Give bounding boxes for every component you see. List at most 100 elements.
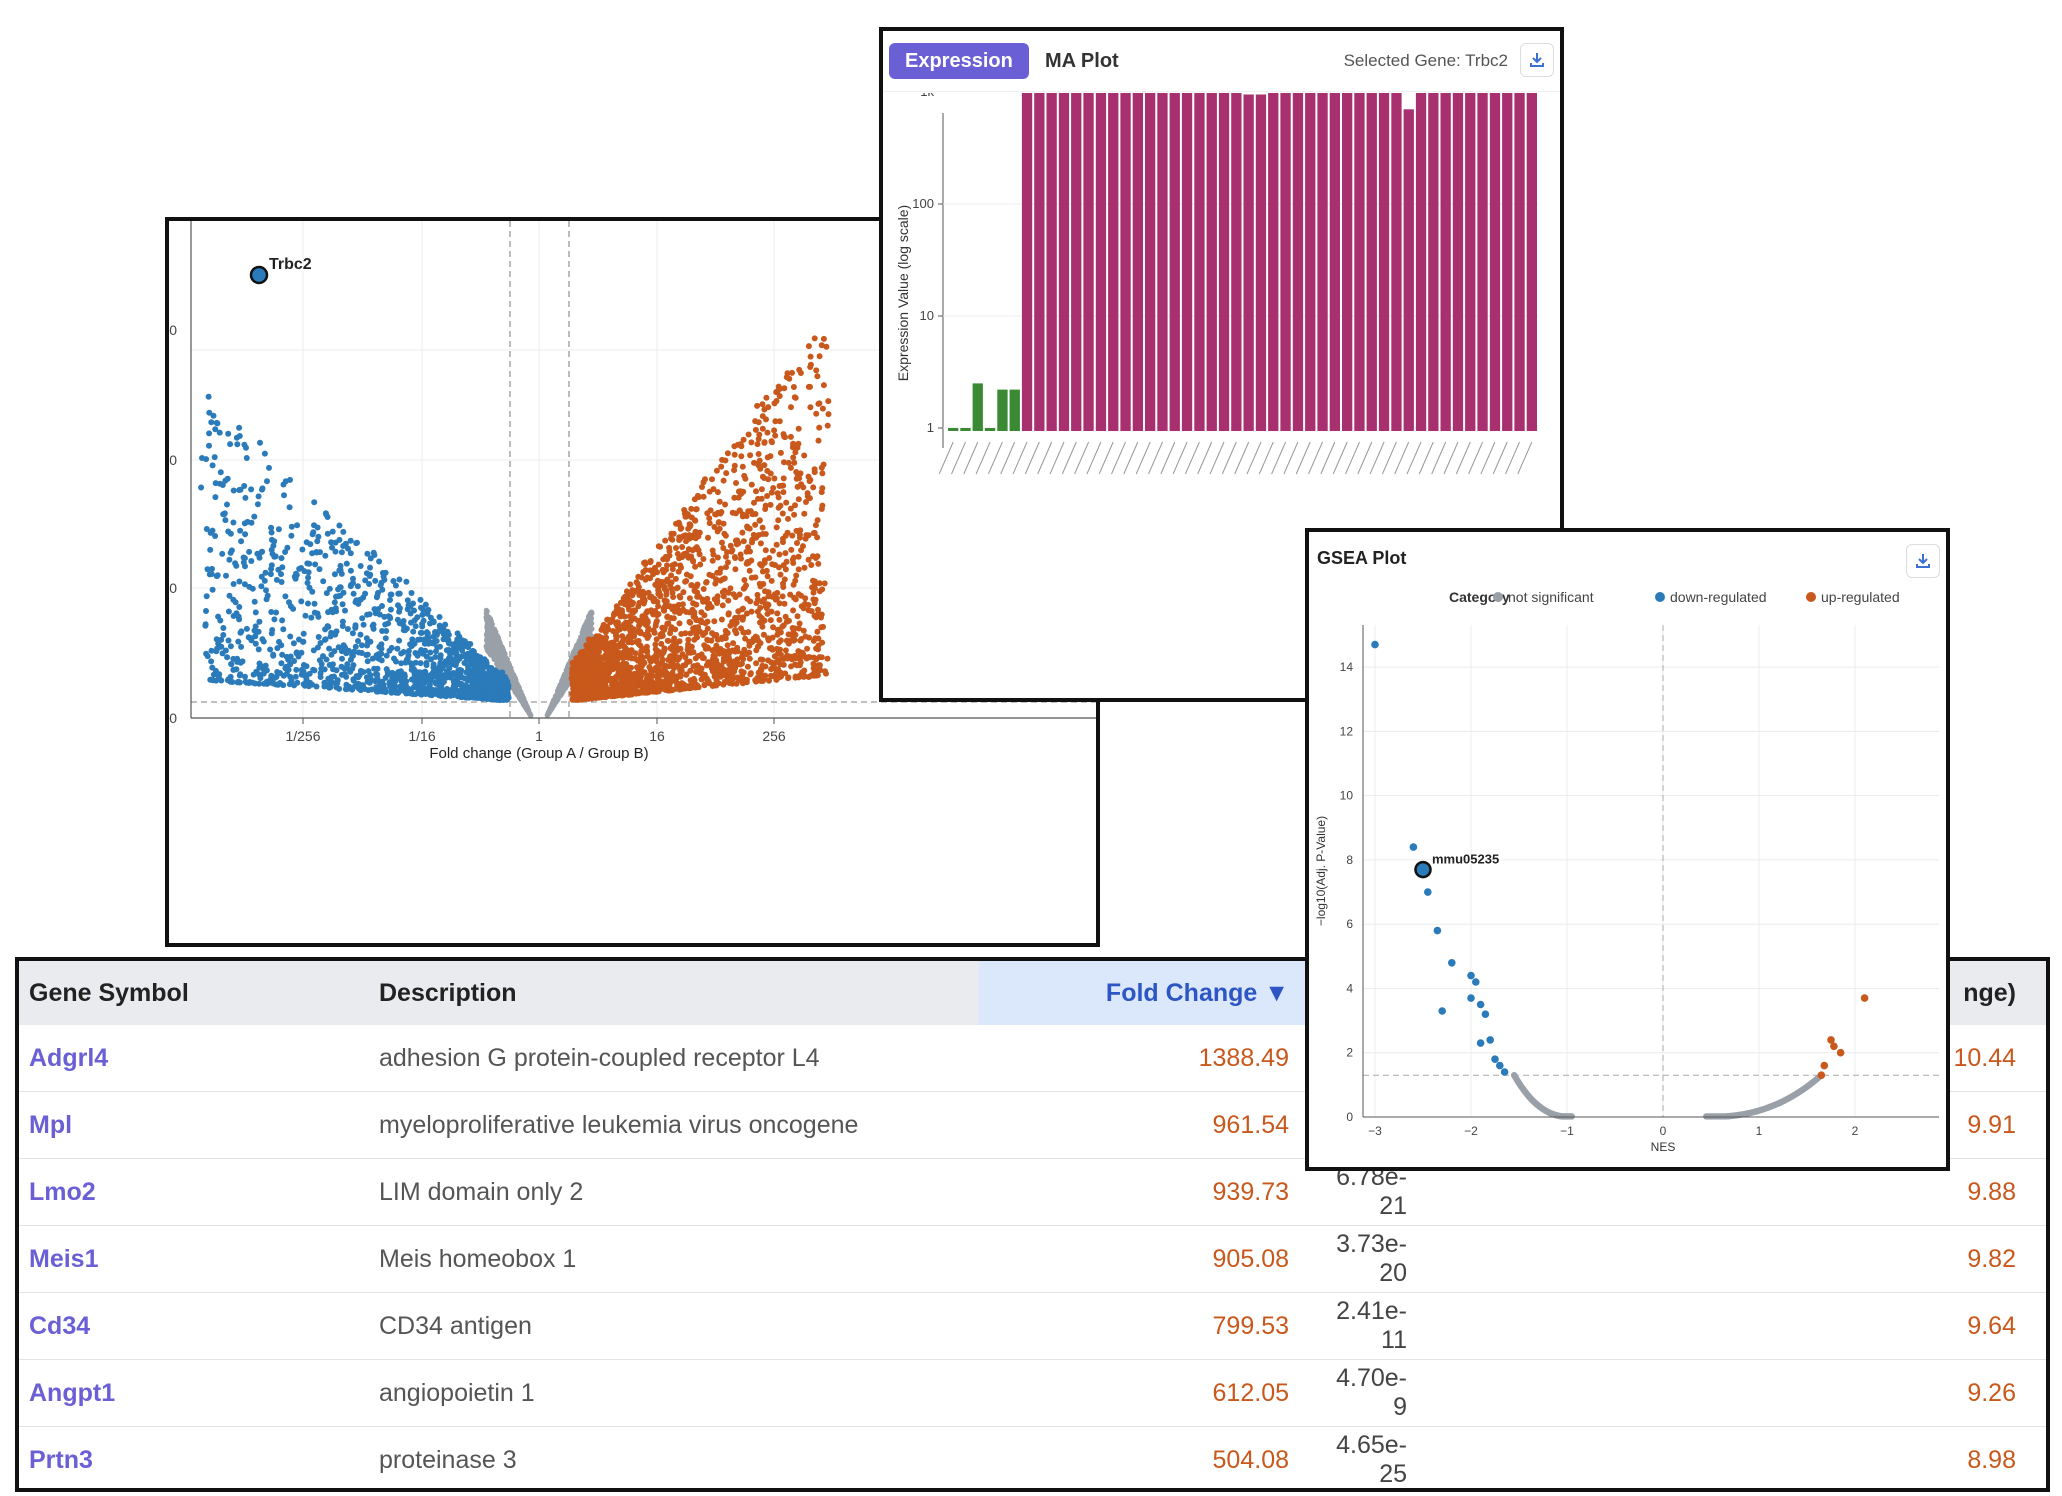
volcano-point-up: [730, 640, 737, 647]
volcano-point-down: [469, 680, 476, 687]
volcano-point-up: [795, 440, 802, 447]
volcano-point-down: [268, 562, 275, 569]
volcano-point-up: [790, 629, 797, 635]
volcano-point-up: [720, 520, 727, 527]
volcano-point-up: [751, 459, 757, 466]
volcano-point-down: [367, 564, 373, 571]
volcano-point-down: [284, 544, 291, 551]
volcano-point-up: [811, 466, 818, 473]
volcano-point-down: [222, 647, 229, 654]
volcano-point-up: [633, 690, 640, 697]
volcano-point-up: [697, 561, 704, 568]
volcano-point-down: [274, 645, 281, 652]
volcano-point-down: [329, 528, 336, 535]
volcano-point-down: [304, 579, 311, 586]
volcano-point-up: [757, 619, 763, 626]
volcano-point-down: [326, 662, 333, 668]
volcano-point-down: [241, 581, 248, 588]
volcano-point-up: [687, 677, 694, 684]
volcano-point-up: [755, 436, 762, 442]
volcano-point-down: [362, 577, 369, 584]
volcano-point-down: [390, 578, 397, 584]
volcano-point-down: [236, 578, 243, 585]
volcano-point-down: [225, 637, 232, 644]
volcano-point-up: [805, 343, 812, 350]
volcano-point-down: [271, 616, 278, 623]
volcano-point-down: [252, 640, 259, 647]
volcano-point-up: [733, 480, 739, 486]
volcano-point-down: [225, 528, 232, 535]
volcano-point-down: [287, 633, 294, 640]
volcano-point-down: [492, 669, 499, 676]
volcano-point-down: [278, 579, 285, 585]
volcano-point-down: [340, 528, 347, 535]
volcano-point-down: [492, 678, 499, 685]
volcano-point-up: [720, 477, 727, 484]
volcano-point-up: [787, 433, 794, 440]
volcano-point-up: [767, 617, 774, 624]
volcano-point-down: [324, 623, 331, 630]
volcano-point-up: [658, 640, 665, 647]
volcano-point-down: [405, 648, 412, 654]
volcano-point-down: [421, 673, 428, 680]
volcano-point-down: [235, 638, 242, 645]
volcano-point-down: [206, 442, 212, 449]
volcano-point-down: [230, 655, 237, 662]
volcano-point-up: [792, 577, 799, 584]
volcano-point-up: [785, 639, 792, 646]
volcano-point-up: [746, 655, 753, 662]
volcano-point-up: [821, 580, 828, 587]
volcano-point-down: [213, 419, 220, 426]
volcano-point-up: [775, 657, 782, 664]
volcano-point-down: [458, 667, 465, 674]
volcano-point-up: [765, 593, 772, 600]
volcano-point-up: [774, 589, 781, 596]
volcano-point-up: [765, 637, 772, 644]
volcano-point-up: [682, 654, 689, 661]
volcano-point-down: [333, 593, 339, 600]
volcano-point-ns: [522, 704, 528, 710]
volcano-point-up: [645, 624, 652, 631]
volcano-point-down: [278, 571, 284, 578]
volcano-point-up: [655, 543, 662, 550]
volcano-point-up: [759, 425, 766, 432]
volcano-point-down: [209, 565, 215, 572]
volcano-point-down: [408, 666, 415, 673]
volcano-point-up: [618, 607, 625, 614]
volcano-point-up: [635, 603, 642, 610]
volcano-point-down: [260, 670, 267, 677]
volcano-point-up: [769, 561, 776, 568]
volcano-point-up: [753, 660, 760, 667]
volcano-point-up: [776, 393, 783, 399]
volcano-point-down: [391, 689, 398, 696]
volcano-point-up: [648, 593, 655, 600]
volcano-point-down: [364, 678, 371, 685]
volcano-point-down: [280, 626, 287, 633]
volcano-point-up: [762, 547, 769, 554]
volcano-point-down: [427, 614, 434, 621]
volcano-point-up: [632, 650, 639, 657]
volcano-point-down: [236, 424, 243, 431]
volcano-point-down: [376, 679, 383, 686]
volcano-point-up: [782, 647, 789, 654]
volcano-point-down: [479, 695, 486, 702]
volcano-point-down: [412, 682, 419, 689]
volcano-point-down: [488, 692, 495, 699]
volcano-point-down: [350, 676, 357, 683]
volcano-point-up: [751, 499, 757, 506]
volcano-point-up: [710, 486, 717, 493]
volcano-point-up: [723, 553, 729, 560]
volcano-point-up: [762, 588, 768, 595]
volcano-point-up: [670, 615, 677, 622]
volcano-point-down: [417, 596, 424, 603]
volcano-point-up: [814, 553, 821, 560]
volcano-point-down: [223, 572, 229, 579]
volcano-point-up: [635, 617, 642, 624]
volcano-point-down: [450, 643, 457, 649]
volcano-point-down: [388, 591, 395, 598]
volcano-point-up: [805, 607, 812, 614]
volcano-point-up: [692, 517, 699, 524]
volcano-point-down: [262, 569, 269, 576]
volcano-point-down: [338, 549, 345, 556]
